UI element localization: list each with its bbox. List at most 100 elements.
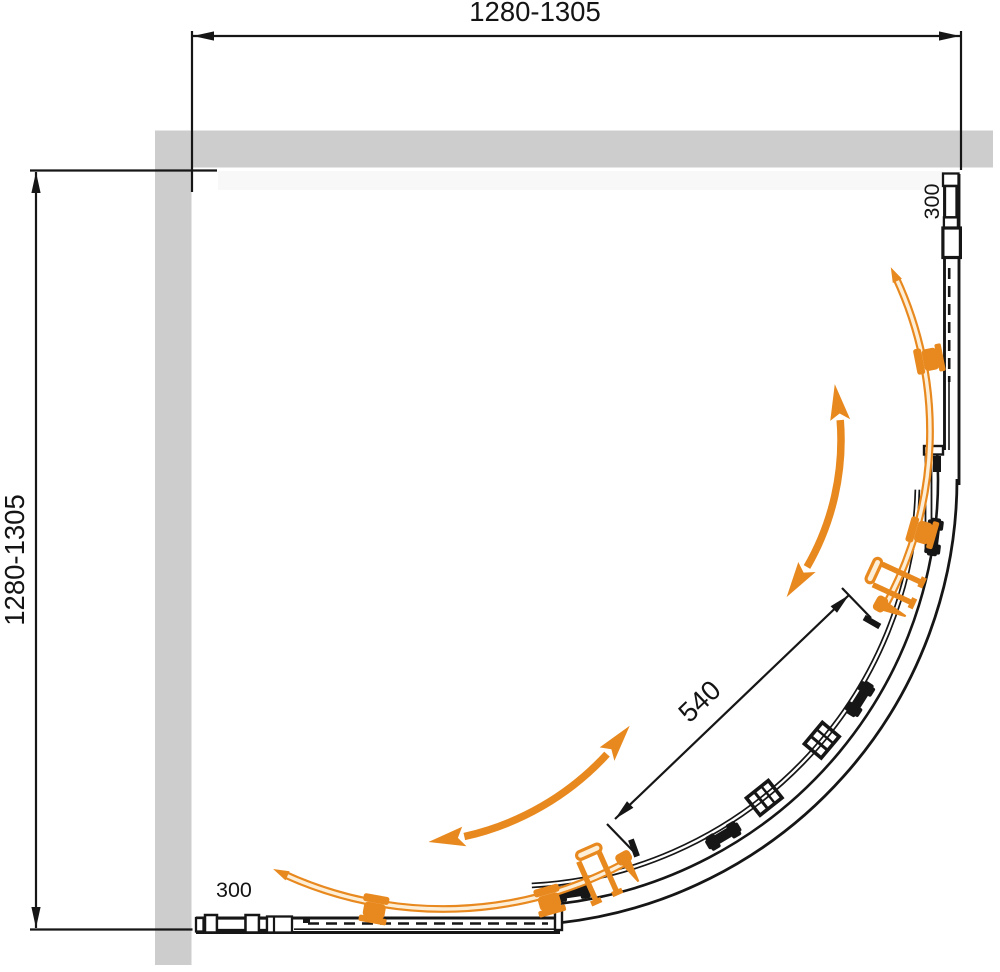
right-wall-profile-0 bbox=[941, 172, 960, 188]
black-roller-3 bbox=[801, 719, 842, 761]
right-bracket-block bbox=[933, 456, 941, 472]
door-glass-fill bbox=[881, 276, 933, 610]
handle-foot bbox=[907, 597, 918, 610]
door-glass-edge bbox=[880, 278, 929, 608]
handle-grip bbox=[864, 556, 884, 585]
handle-stem bbox=[576, 860, 600, 903]
door-handle bbox=[574, 842, 624, 907]
handle-foot bbox=[590, 897, 603, 907]
roller-frame-bar bbox=[753, 790, 770, 810]
arrow-shaft bbox=[803, 419, 845, 569]
door-tip-wedge bbox=[273, 868, 290, 881]
bracket-foot bbox=[926, 521, 940, 550]
dim-top-head-left bbox=[193, 31, 214, 41]
bottom-wall-profile-0 bbox=[194, 916, 205, 933]
door-roller-bracket-0 bbox=[358, 893, 390, 926]
bracket-body bbox=[537, 892, 562, 911]
edge-wedge bbox=[621, 859, 640, 883]
roller-frame-bar bbox=[815, 728, 835, 745]
door-glass-edge bbox=[285, 859, 625, 908]
dim-540-head-low bbox=[615, 801, 634, 819]
dim-540-head-high bbox=[830, 595, 849, 613]
dimension-label-left-depth: 1280-1305 bbox=[0, 494, 30, 626]
bracket-clamp bbox=[533, 883, 560, 898]
dim-540-ext-low bbox=[606, 823, 636, 854]
handle-foot bbox=[611, 887, 624, 898]
dimension-lines bbox=[30, 31, 963, 931]
sliding-doors bbox=[273, 267, 946, 926]
sliding-door-bottom bbox=[273, 842, 640, 926]
handle-stem bbox=[881, 561, 924, 586]
dim-left-head-bottom bbox=[31, 907, 41, 928]
roller-wheel bbox=[725, 821, 742, 839]
wall-left bbox=[155, 130, 192, 965]
door-leading-edge bbox=[615, 850, 640, 883]
black-roller-1 bbox=[705, 821, 742, 851]
bottom-profile-tick bbox=[303, 917, 310, 923]
bracket-body bbox=[362, 901, 386, 920]
handle-foot bbox=[917, 576, 927, 589]
dimension-label-top-width: 1280-1305 bbox=[469, 0, 601, 27]
handle-stem bbox=[596, 851, 620, 894]
bracket-clamp bbox=[363, 893, 390, 905]
bracket-clamp bbox=[905, 516, 920, 543]
arrow-shaft bbox=[463, 751, 610, 841]
right-wall-profile-3 bbox=[941, 226, 963, 260]
bracket-foot bbox=[358, 914, 387, 926]
bottom-wall-profile-2 bbox=[215, 917, 247, 932]
door-movement-arrows bbox=[428, 384, 851, 847]
door-glass-fill bbox=[283, 860, 627, 912]
track-arc-outer bbox=[531, 489, 921, 889]
door-glass-edge bbox=[885, 276, 934, 610]
door-tip-wedge bbox=[890, 267, 902, 283]
outer-rim-arc bbox=[560, 478, 959, 925]
arrow-head-icon bbox=[428, 826, 467, 847]
roller-frame-bar bbox=[760, 785, 776, 805]
sliding-door-right bbox=[864, 267, 946, 618]
fixed-panels-and-tracks bbox=[194, 172, 963, 934]
arrow-head-icon bbox=[786, 562, 816, 598]
roller-carriages bbox=[553, 517, 944, 903]
roller-frame-bar bbox=[809, 735, 829, 752]
bracket-body bbox=[914, 520, 933, 545]
door-glass-edge bbox=[282, 864, 627, 913]
right-wall-profile-1 bbox=[943, 184, 958, 219]
door-handle bbox=[864, 556, 927, 610]
door-arrow-upper bbox=[786, 384, 851, 598]
stopper-rect bbox=[628, 838, 640, 858]
dim-540-ext-high bbox=[841, 587, 872, 619]
track-arc-inner bbox=[531, 489, 917, 885]
stopper-rect bbox=[862, 614, 882, 630]
bracket-foot bbox=[538, 904, 567, 918]
door-roller-bracket-1 bbox=[533, 883, 567, 918]
walls bbox=[155, 130, 993, 965]
roller-wheel bbox=[844, 701, 863, 717]
roller-frame bbox=[801, 719, 842, 761]
inner-rim-arc bbox=[559, 449, 940, 905]
handle-grip bbox=[574, 842, 603, 861]
dimension-label-bottom-panel: 300 bbox=[216, 878, 252, 902]
door-stop-bottom bbox=[628, 838, 640, 858]
black-roller-4 bbox=[844, 681, 876, 718]
dim-540-line bbox=[614, 594, 850, 820]
roller-wheel bbox=[857, 681, 876, 697]
bottom-wall-profile-5 bbox=[265, 915, 294, 934]
roller-frame bbox=[743, 778, 785, 818]
door-arrow-lower bbox=[428, 725, 630, 847]
dimension-label-right-panel: 300 bbox=[920, 184, 944, 220]
wall-top bbox=[155, 130, 993, 168]
arrow-head-icon bbox=[830, 384, 851, 421]
bracket-body bbox=[921, 347, 940, 371]
door-leading-edge bbox=[872, 595, 907, 618]
bottom-wall-profile-4 bbox=[257, 917, 269, 932]
door-stop-right bbox=[862, 614, 882, 630]
bottom-wall-profile-1 bbox=[203, 913, 219, 934]
handle-stem bbox=[871, 582, 914, 606]
black-roller-2 bbox=[743, 778, 785, 818]
roller-wheel bbox=[705, 833, 721, 851]
bracket-clamp bbox=[913, 348, 926, 375]
bottom-wall-profile-3 bbox=[244, 913, 261, 934]
door-roller-bracket-1 bbox=[905, 516, 940, 550]
